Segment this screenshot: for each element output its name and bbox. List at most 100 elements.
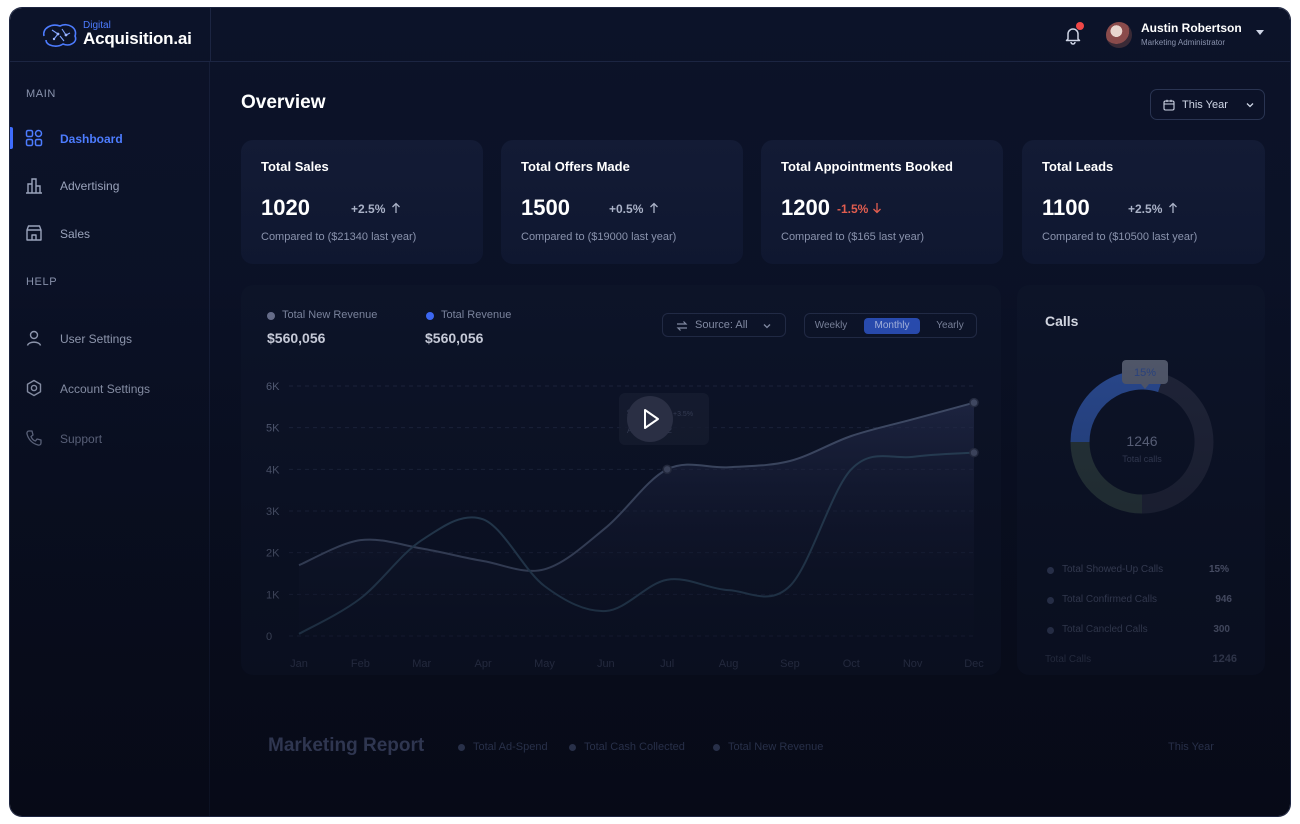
calls-showed-label: Total Showed-Up Calls bbox=[1062, 564, 1164, 575]
calls-cancelled-value: 300 bbox=[1213, 624, 1230, 635]
x-tick-label: Aug bbox=[719, 658, 739, 670]
y-tick-label: 4K bbox=[266, 464, 280, 476]
notification-badge bbox=[1076, 22, 1084, 30]
marketing-legend-ad-spend: Total Ad-Spend bbox=[473, 741, 548, 753]
brain-logo-icon bbox=[42, 23, 77, 47]
donut-total-value: 1246 bbox=[1126, 433, 1157, 449]
sidebar-item-account-settings[interactable]: Account Settings bbox=[10, 371, 210, 405]
user-name[interactable]: Austin Robertson bbox=[1141, 21, 1242, 35]
store-icon bbox=[26, 225, 42, 241]
y-tick-label: 3K bbox=[266, 506, 280, 518]
brand-main: Acquisition.ai bbox=[83, 29, 192, 48]
x-tick-label: Sep bbox=[780, 658, 800, 670]
stat-card-total-leads[interactable]: Total Leads 1100 +2.5% Compared to ($105… bbox=[1022, 140, 1265, 264]
stat-title: Total Offers Made bbox=[521, 159, 630, 174]
x-tick-label: Oct bbox=[843, 658, 860, 670]
stat-card-total-offers[interactable]: Total Offers Made 1500 +0.5% Compared to… bbox=[501, 140, 743, 264]
calls-donut-chart: 15% 1246 Total calls bbox=[1070, 360, 1214, 514]
tooltip-change: +3.5% bbox=[673, 411, 693, 418]
stat-value: 1200 bbox=[781, 195, 830, 220]
play-icon bbox=[644, 409, 659, 429]
legend-dot bbox=[569, 744, 576, 751]
calls-cancelled-label: Total Cancled Calls bbox=[1062, 624, 1148, 635]
legend-dot bbox=[1047, 567, 1054, 574]
stat-card-total-sales[interactable]: Total Sales 1020 +2.5% Compared to ($213… bbox=[241, 140, 483, 264]
sidebar-item-label: Dashboard bbox=[60, 132, 123, 146]
stat-comparison: Compared to ($21340 last year) bbox=[261, 231, 417, 243]
legend-dot bbox=[458, 744, 465, 751]
sidebar-item-label: Account Settings bbox=[60, 382, 151, 396]
stat-comparison: Compared to ($165 last year) bbox=[781, 231, 925, 243]
marketing-report-title: Marketing Report bbox=[268, 735, 425, 756]
stat-change: +2.5% bbox=[1128, 202, 1163, 216]
stat-title: Total Appointments Booked bbox=[781, 159, 953, 174]
calls-confirmed-label: Total Confirmed Calls bbox=[1062, 594, 1158, 605]
sidebar-section-main: MAIN bbox=[26, 88, 56, 100]
stat-change: +2.5% bbox=[351, 202, 386, 216]
x-tick-label: Jan bbox=[290, 658, 308, 670]
sidebar-item-label: User Settings bbox=[60, 332, 133, 346]
chevron-down-icon bbox=[1246, 103, 1254, 108]
y-tick-label: 1K bbox=[266, 589, 280, 601]
calls-confirmed-value: 946 bbox=[1215, 594, 1232, 605]
sidebar-item-advertising[interactable]: Advertising bbox=[10, 168, 210, 202]
stat-change: +0.5% bbox=[609, 202, 644, 216]
user-icon bbox=[26, 330, 42, 346]
sidebar-item-support[interactable]: Support bbox=[10, 421, 210, 455]
sidebar-section-help: HELP bbox=[26, 276, 58, 288]
brand-logo[interactable]: Digital Acquisition.ai bbox=[40, 20, 192, 50]
gear-icon bbox=[26, 379, 42, 397]
marketing-period-select[interactable]: This Year bbox=[1168, 741, 1214, 753]
page-title: Overview bbox=[241, 92, 326, 113]
grid-icon bbox=[25, 129, 43, 147]
arrow-up-icon bbox=[1169, 202, 1177, 213]
bar-chart-icon bbox=[26, 178, 42, 194]
sidebar-item-label: Support bbox=[60, 432, 103, 446]
donut-total-label: Total calls bbox=[1122, 454, 1162, 464]
donut-segment-cancelled[interactable] bbox=[1070, 441, 1143, 514]
point-total-revenue-jul[interactable] bbox=[662, 464, 672, 475]
x-tick-label: Jun bbox=[597, 658, 615, 670]
point-new-revenue-dec[interactable] bbox=[969, 447, 979, 458]
sidebar-item-label: Advertising bbox=[60, 179, 120, 193]
stat-card-total-appointments[interactable]: Total Appointments Booked 1200 -1.5% Com… bbox=[761, 140, 1003, 264]
x-tick-label: Feb bbox=[351, 658, 370, 670]
top-bar: Digital Acquisition.ai Austin Robertson … bbox=[10, 8, 1290, 62]
sidebar-item-user-settings[interactable]: User Settings bbox=[10, 321, 210, 355]
calls-showed-value: 15% bbox=[1208, 564, 1229, 575]
y-tick-label: 2K bbox=[266, 548, 280, 560]
sidebar-item-sales[interactable]: Sales bbox=[10, 216, 210, 250]
revenue-chart: 6K 5K 4K 3K 2K 1K 0 Jan Feb Mar Apr May Jun Jul Aug Sep… bbox=[266, 381, 984, 670]
point-total-revenue-dec[interactable] bbox=[969, 397, 979, 408]
legend-dot bbox=[713, 744, 720, 751]
app-window: Digital Acquisition.ai Austin Robertson … bbox=[10, 8, 1290, 816]
brand-top: Digital bbox=[83, 20, 111, 31]
x-tick-label: May bbox=[534, 658, 555, 670]
calls-title: Calls bbox=[1045, 313, 1079, 329]
legend-dot bbox=[1047, 627, 1054, 634]
stat-value: 1100 bbox=[1042, 195, 1090, 220]
play-button[interactable] bbox=[627, 396, 673, 442]
period-select[interactable]: This Year bbox=[1150, 89, 1265, 120]
legend-dot bbox=[1047, 597, 1054, 604]
bell-icon[interactable] bbox=[1062, 24, 1084, 46]
calls-total-value: 1246 bbox=[1212, 653, 1237, 665]
stat-comparison: Compared to ($10500 last year) bbox=[1042, 231, 1198, 243]
sidebar-item-dashboard[interactable]: Dashboard bbox=[10, 121, 210, 155]
marketing-legend-cash: Total Cash Collected bbox=[584, 741, 685, 753]
x-tick-label: Nov bbox=[903, 658, 923, 670]
y-tick-label: 5K bbox=[266, 423, 280, 435]
arrow-up-icon bbox=[392, 202, 400, 213]
chevron-down-icon[interactable] bbox=[1256, 30, 1264, 35]
arrow-up-icon bbox=[650, 202, 658, 213]
arrow-down-icon bbox=[873, 203, 881, 214]
calendar-icon bbox=[1163, 99, 1175, 111]
revenue-panel: Total New Revenue $560,056 Total Revenue… bbox=[241, 285, 1001, 675]
y-tick-label: 0 bbox=[266, 631, 272, 643]
avatar[interactable] bbox=[1106, 22, 1132, 48]
stat-change: -1.5% bbox=[837, 202, 869, 216]
stat-title: Total Leads bbox=[1042, 159, 1114, 174]
x-tick-label: Mar bbox=[412, 658, 431, 670]
stat-value: 1020 bbox=[261, 195, 310, 220]
stat-comparison: Compared to ($19000 last year) bbox=[521, 231, 677, 243]
